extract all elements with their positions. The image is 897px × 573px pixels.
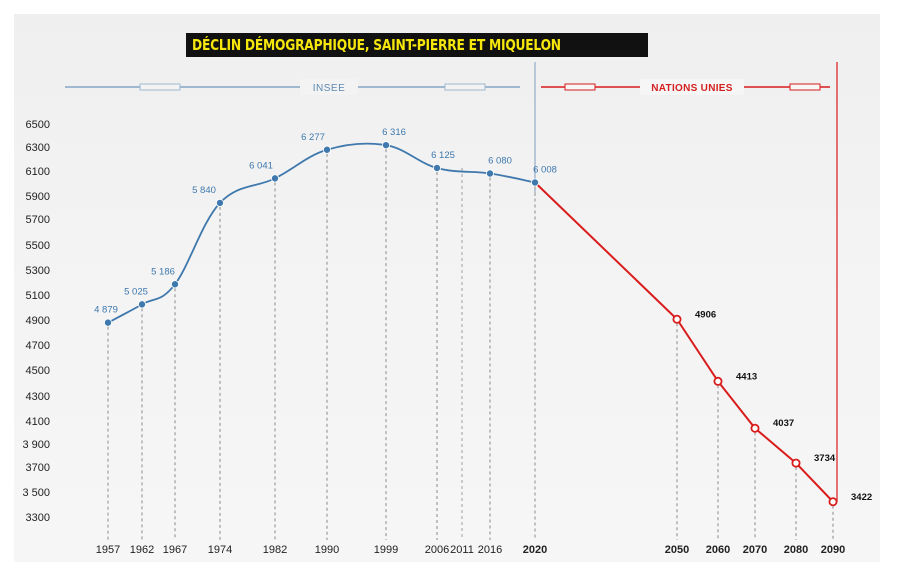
insee-data-point bbox=[170, 280, 179, 289]
x-tick-label: 2011 bbox=[450, 544, 474, 556]
insee-label-bg bbox=[300, 79, 358, 95]
y-tick-label: 4100 bbox=[26, 416, 50, 428]
x-tick-label: 1957 bbox=[96, 544, 120, 556]
un-data-label: 4413 bbox=[736, 371, 757, 382]
insee-data-label: 6 125 bbox=[431, 150, 455, 161]
insee-data-label: 6 041 bbox=[249, 160, 273, 171]
un-data-point bbox=[828, 497, 838, 507]
un-data-point bbox=[713, 376, 723, 386]
insee-data-point bbox=[322, 145, 331, 154]
x-tick-label: 1974 bbox=[208, 544, 232, 556]
insee-data-label: 5 186 bbox=[151, 266, 175, 277]
x-tick-label: 1982 bbox=[263, 544, 287, 556]
y-tick-label: 4700 bbox=[26, 340, 50, 352]
y-tick-label: 5700 bbox=[26, 214, 50, 226]
un-series-line bbox=[534, 181, 834, 503]
y-tick-label: 3 500 bbox=[22, 487, 50, 499]
y-tick-label: 3300 bbox=[26, 512, 50, 524]
y-tick-label: 3700 bbox=[26, 462, 50, 474]
y-tick-label: 4900 bbox=[26, 315, 50, 327]
y-tick-label: 5900 bbox=[26, 191, 50, 203]
x-tick-label: 2006 bbox=[425, 544, 449, 556]
un-data-label: 4906 bbox=[695, 309, 716, 320]
y-tick-label: 4500 bbox=[26, 365, 50, 377]
insee-data-label: 6 316 bbox=[382, 127, 406, 138]
chart-title: DÉCLIN DÉMOGRAPHIQUE, SAINT-PIERRE ET MI… bbox=[192, 36, 561, 54]
x-tick-label: 2050 bbox=[665, 544, 689, 556]
un-data-point bbox=[672, 314, 682, 324]
y-tick-label: 6300 bbox=[26, 142, 50, 154]
un-data-label: 3422 bbox=[851, 492, 872, 503]
y-tick-label: 5500 bbox=[26, 240, 50, 252]
un-label-bg bbox=[640, 79, 744, 95]
y-tick-label: 5300 bbox=[26, 265, 50, 277]
un-data-point bbox=[791, 458, 801, 468]
un-source-label: NATIONS UNIES bbox=[651, 83, 733, 94]
insee-data-label: 5 025 bbox=[124, 286, 148, 297]
y-tick-label: 5100 bbox=[26, 290, 50, 302]
insee-data-label: 6 008 bbox=[533, 165, 557, 176]
plot-background bbox=[14, 14, 880, 562]
un-source-arrow bbox=[564, 83, 596, 91]
x-tick-label: 1967 bbox=[163, 544, 187, 556]
insee-data-label: 5 840 bbox=[192, 185, 216, 196]
insee-data-label: 6 080 bbox=[488, 156, 512, 167]
insee-source-arrow bbox=[139, 83, 181, 91]
insee-data-point bbox=[485, 169, 494, 178]
y-tick-label: 3 900 bbox=[22, 439, 50, 451]
insee-data-point bbox=[215, 198, 224, 207]
x-tick-label: 1962 bbox=[130, 544, 154, 556]
insee-source-arrow bbox=[444, 83, 486, 91]
un-data-point bbox=[750, 423, 760, 433]
insee-data-label: 4 879 bbox=[94, 305, 118, 316]
x-tick-label: 2080 bbox=[784, 544, 808, 556]
y-tick-label: 6500 bbox=[26, 119, 50, 131]
x-tick-label: 1990 bbox=[315, 544, 339, 556]
y-tick-label: 6100 bbox=[26, 166, 50, 178]
insee-data-point bbox=[432, 163, 441, 172]
insee-data-label: 6 277 bbox=[301, 132, 325, 143]
insee-data-point bbox=[137, 300, 146, 309]
un-data-label: 4037 bbox=[773, 418, 794, 429]
insee-data-point bbox=[270, 174, 279, 183]
x-tick-label: 2060 bbox=[706, 544, 730, 556]
y-tick-label: 4300 bbox=[26, 391, 50, 403]
x-tick-label: 1999 bbox=[374, 544, 398, 556]
insee-data-point bbox=[531, 178, 540, 187]
x-tick-label: 2070 bbox=[743, 544, 767, 556]
x-tick-label: 2020 bbox=[523, 544, 547, 556]
x-tick-label: 2016 bbox=[478, 544, 502, 556]
x-tick-label: 2090 bbox=[821, 544, 845, 556]
un-data-label: 3734 bbox=[814, 453, 836, 464]
insee-series-line bbox=[107, 142, 536, 324]
insee-data-point bbox=[104, 318, 113, 327]
chart-title-box: DÉCLIN DÉMOGRAPHIQUE, SAINT-PIERRE ET MI… bbox=[186, 33, 648, 57]
insee-source-label: INSEE bbox=[313, 83, 346, 94]
insee-data-point bbox=[381, 141, 390, 150]
un-source-arrow bbox=[789, 83, 821, 91]
